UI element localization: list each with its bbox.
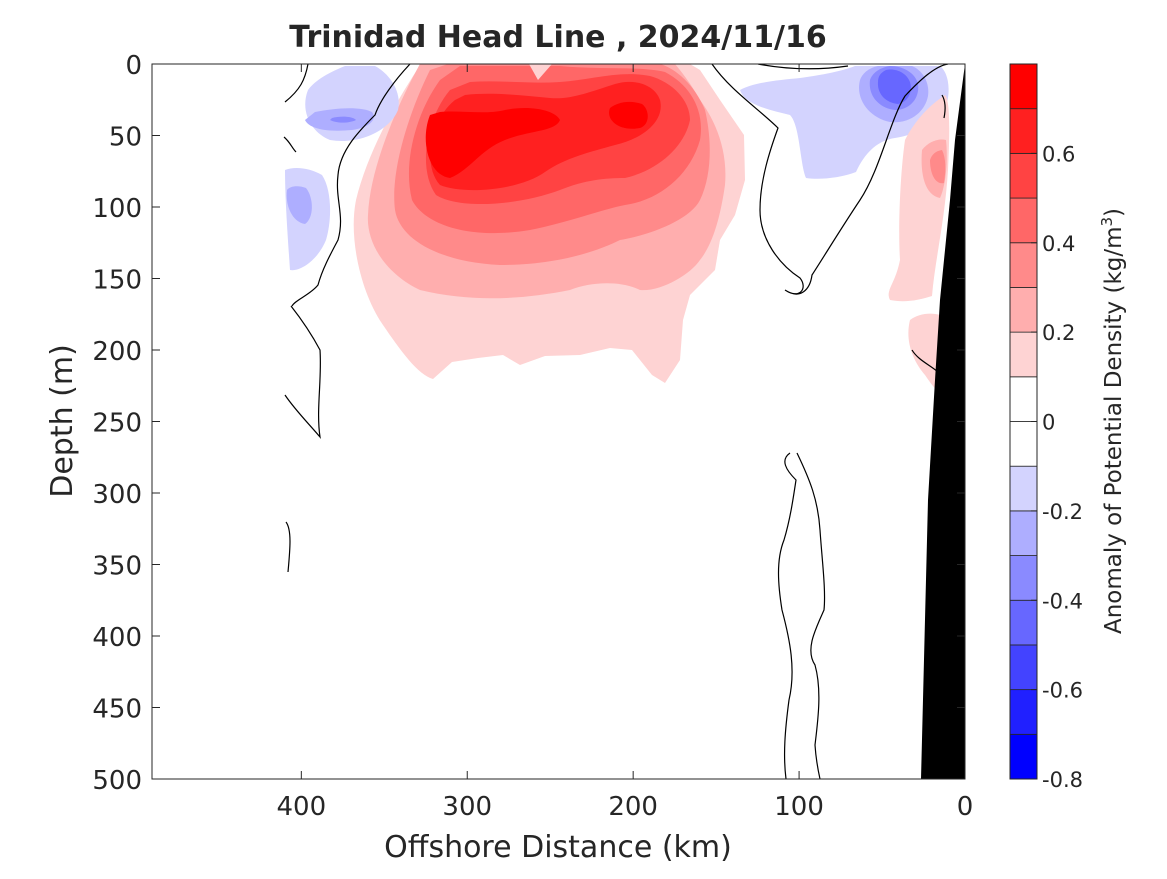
colorbar-swatch — [1009, 331, 1038, 378]
zero-contour-line — [285, 521, 291, 573]
zero-contour-line — [941, 94, 946, 119]
chart-title: Trinidad Head Line , 2024/11/16 — [289, 20, 826, 55]
colorbar-swatch — [1009, 242, 1038, 288]
y-tick-label: 250 — [92, 409, 142, 439]
y-tick-label: 200 — [92, 337, 142, 367]
colorbar-swatch — [1009, 287, 1038, 333]
y-tick-label: 500 — [92, 766, 142, 796]
x-axis-label: Offshore Distance (km) — [384, 830, 732, 865]
colorbar-swatch — [1009, 644, 1038, 691]
colorbar-swatch — [1009, 376, 1038, 422]
x-tick-label: 100 — [774, 792, 824, 822]
contour-negative-offshore-e — [286, 186, 312, 224]
x-tick-label: 300 — [442, 792, 492, 822]
contour-positive-0.7 — [425, 108, 560, 178]
y-tick-label: 300 — [92, 480, 142, 510]
colorbar-label-prefix: Anomaly of Potential Density (kg/m — [1101, 226, 1127, 634]
contour-fills — [285, 64, 965, 779]
y-axis-label: Depth (m) — [45, 344, 80, 498]
colorbar-label: Anomaly of Potential Density (kg/m3) — [1098, 208, 1127, 634]
colorbar-tick-label: -0.6 — [1042, 679, 1083, 703]
colorbar-swatch — [1009, 555, 1038, 601]
colorbar-tick-label: 0.4 — [1042, 232, 1075, 256]
colorbar: -0.8 -0.6 -0.4 -0.2 0 0.2 0.4 0.6 — [1009, 63, 1083, 792]
y-tick-label: 400 — [92, 623, 142, 653]
colorbar-swatch — [1009, 599, 1038, 646]
colorbar-swatch — [1009, 689, 1038, 735]
zero-contour-line — [777, 452, 797, 779]
colorbar-swatch — [1009, 108, 1038, 154]
plot-axes: 0 50 100 150 200 250 300 350 400 450 500 400 300 200 1… — [92, 51, 973, 822]
contour-negative-offshore-c — [330, 116, 356, 123]
colorbar-swatch — [1009, 197, 1038, 244]
x-tick-label: 200 — [608, 792, 658, 822]
y-tick-label: 50 — [109, 123, 142, 153]
zero-contour-line — [711, 64, 949, 295]
x-tick-label: 400 — [277, 792, 327, 822]
colorbar-swatch — [1009, 421, 1038, 467]
y-tick-label: 350 — [92, 552, 142, 582]
colorbar-tick-label: -0.2 — [1042, 500, 1083, 524]
colorbar-swatch — [1009, 465, 1038, 512]
contour-positive-0.7b — [609, 101, 648, 129]
shelf-bathymetry — [921, 64, 965, 779]
y-tick-label: 450 — [92, 695, 142, 725]
y-tick-label: 150 — [92, 266, 142, 296]
contour-positive-coastal-b — [908, 313, 945, 392]
colorbar-label-suffix: ) — [1101, 208, 1127, 217]
colorbar-tick-label: 0.6 — [1042, 142, 1075, 166]
zero-contour-line — [283, 136, 297, 153]
contour-positive-0.6 — [430, 81, 661, 191]
colorbar-tick-label: -0.4 — [1042, 589, 1083, 613]
contour-positive-coastal-d — [930, 150, 946, 184]
zero-contour-lines — [283, 64, 949, 779]
colorbar-tick-label: -0.8 — [1042, 768, 1083, 792]
contour-positive-central-sliver — [529, 64, 552, 80]
colorbar-swatch — [1009, 733, 1038, 780]
colorbar-swatch — [1009, 510, 1038, 556]
zero-contour-line — [911, 349, 939, 373]
contour-negative-nearshore-d — [877, 69, 911, 104]
zero-contour-line — [284, 64, 309, 103]
zero-contour-line — [757, 64, 849, 70]
colorbar-swatch — [1009, 152, 1038, 199]
y-tick-label: 0 — [125, 51, 142, 81]
colorbar-swatch — [1009, 63, 1038, 110]
y-tick-label: 100 — [92, 194, 142, 224]
colorbar-tick-label: 0.2 — [1042, 321, 1075, 345]
zero-contour-line — [291, 64, 411, 307]
colorbar-label-exponent: 3 — [1098, 217, 1116, 227]
zero-contour-line — [284, 305, 321, 440]
x-tick-label: 0 — [957, 792, 974, 822]
colorbar-tick-label: 0 — [1042, 411, 1055, 435]
zero-contour-line — [796, 452, 826, 779]
